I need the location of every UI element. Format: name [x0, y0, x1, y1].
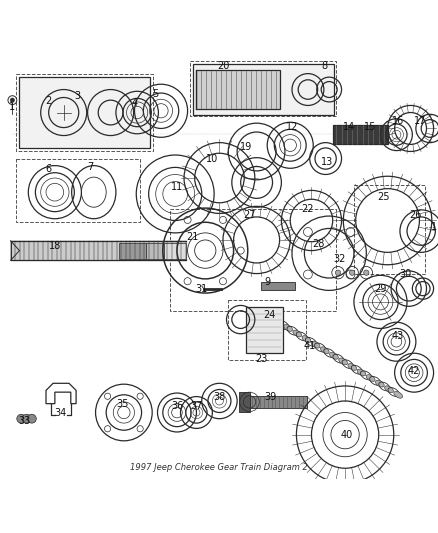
- Circle shape: [137, 426, 143, 432]
- Text: 3: 3: [75, 91, 81, 101]
- Circle shape: [8, 96, 17, 104]
- Text: 21: 21: [187, 232, 199, 243]
- Ellipse shape: [375, 380, 384, 387]
- Circle shape: [17, 414, 26, 423]
- Circle shape: [166, 247, 173, 254]
- Text: 22: 22: [302, 204, 314, 214]
- Circle shape: [350, 270, 355, 276]
- Text: 4: 4: [131, 98, 138, 108]
- Text: 2: 2: [46, 96, 52, 106]
- Text: 1: 1: [431, 222, 437, 232]
- Circle shape: [237, 247, 244, 254]
- Bar: [16, 74, 153, 151]
- Ellipse shape: [366, 375, 375, 382]
- Bar: [250, 395, 307, 408]
- Bar: [193, 64, 335, 115]
- Text: 28: 28: [312, 239, 325, 249]
- Text: 35: 35: [116, 399, 128, 409]
- Bar: [164, 243, 186, 259]
- Text: 6: 6: [46, 164, 52, 174]
- Ellipse shape: [329, 352, 338, 359]
- Bar: [239, 392, 250, 411]
- Text: 5: 5: [152, 89, 158, 99]
- Text: 37: 37: [190, 401, 203, 411]
- Text: 17: 17: [414, 116, 427, 125]
- Bar: [354, 185, 425, 273]
- Text: 9: 9: [264, 278, 270, 287]
- Circle shape: [10, 98, 14, 102]
- Bar: [246, 307, 283, 353]
- Circle shape: [219, 278, 226, 285]
- Ellipse shape: [385, 386, 393, 393]
- Bar: [190, 61, 336, 116]
- Text: 23: 23: [256, 354, 268, 365]
- Text: 42: 42: [408, 366, 420, 376]
- Bar: [228, 300, 306, 360]
- Bar: [16, 158, 140, 222]
- Bar: [261, 282, 295, 289]
- Text: 32: 32: [334, 254, 346, 264]
- Text: 19: 19: [240, 142, 252, 152]
- Text: 29: 29: [374, 284, 387, 294]
- Ellipse shape: [302, 336, 311, 343]
- Text: 30: 30: [399, 269, 411, 279]
- Circle shape: [22, 414, 31, 423]
- Text: 1997 Jeep Cherokee Gear Train Diagram 2: 1997 Jeep Cherokee Gear Train Diagram 2: [130, 463, 308, 472]
- Text: 31: 31: [196, 284, 208, 294]
- Text: 25: 25: [377, 192, 389, 203]
- Circle shape: [137, 393, 143, 399]
- Text: 36: 36: [171, 401, 183, 411]
- Text: 7: 7: [87, 163, 93, 172]
- Bar: [196, 70, 280, 109]
- Text: 18: 18: [49, 241, 61, 251]
- Polygon shape: [11, 241, 186, 260]
- Text: 39: 39: [265, 392, 277, 402]
- Ellipse shape: [275, 319, 283, 326]
- Circle shape: [364, 270, 369, 276]
- Bar: [170, 209, 336, 311]
- Text: 15: 15: [364, 122, 376, 132]
- Ellipse shape: [311, 341, 320, 348]
- Text: 14: 14: [343, 122, 355, 132]
- Text: 38: 38: [213, 392, 226, 402]
- Bar: [120, 243, 146, 259]
- Circle shape: [184, 216, 191, 223]
- Text: 11: 11: [171, 182, 183, 192]
- Text: 20: 20: [218, 61, 230, 71]
- Ellipse shape: [320, 347, 329, 353]
- Text: 12: 12: [286, 122, 298, 132]
- Bar: [19, 77, 150, 148]
- Circle shape: [336, 270, 341, 276]
- Text: 26: 26: [410, 210, 422, 220]
- Ellipse shape: [357, 369, 366, 376]
- Circle shape: [105, 426, 111, 432]
- Circle shape: [28, 414, 36, 423]
- Circle shape: [105, 393, 111, 399]
- Text: 13: 13: [321, 157, 333, 167]
- Text: 41: 41: [304, 341, 316, 351]
- Ellipse shape: [348, 364, 357, 370]
- Polygon shape: [11, 241, 186, 260]
- Circle shape: [219, 216, 226, 223]
- Ellipse shape: [394, 391, 403, 398]
- Text: 27: 27: [243, 210, 256, 220]
- Text: 1: 1: [9, 102, 15, 112]
- Text: 34: 34: [54, 408, 66, 417]
- Circle shape: [184, 278, 191, 285]
- Ellipse shape: [339, 358, 347, 365]
- Bar: [146, 243, 164, 259]
- Text: 33: 33: [19, 416, 31, 426]
- Ellipse shape: [293, 330, 302, 337]
- Bar: [333, 125, 388, 144]
- Text: 8: 8: [321, 61, 328, 71]
- Ellipse shape: [284, 325, 293, 332]
- Text: 40: 40: [341, 430, 353, 440]
- Text: 16: 16: [392, 116, 404, 125]
- Text: 10: 10: [206, 154, 219, 164]
- Text: 43: 43: [392, 330, 404, 341]
- Text: 24: 24: [264, 310, 276, 320]
